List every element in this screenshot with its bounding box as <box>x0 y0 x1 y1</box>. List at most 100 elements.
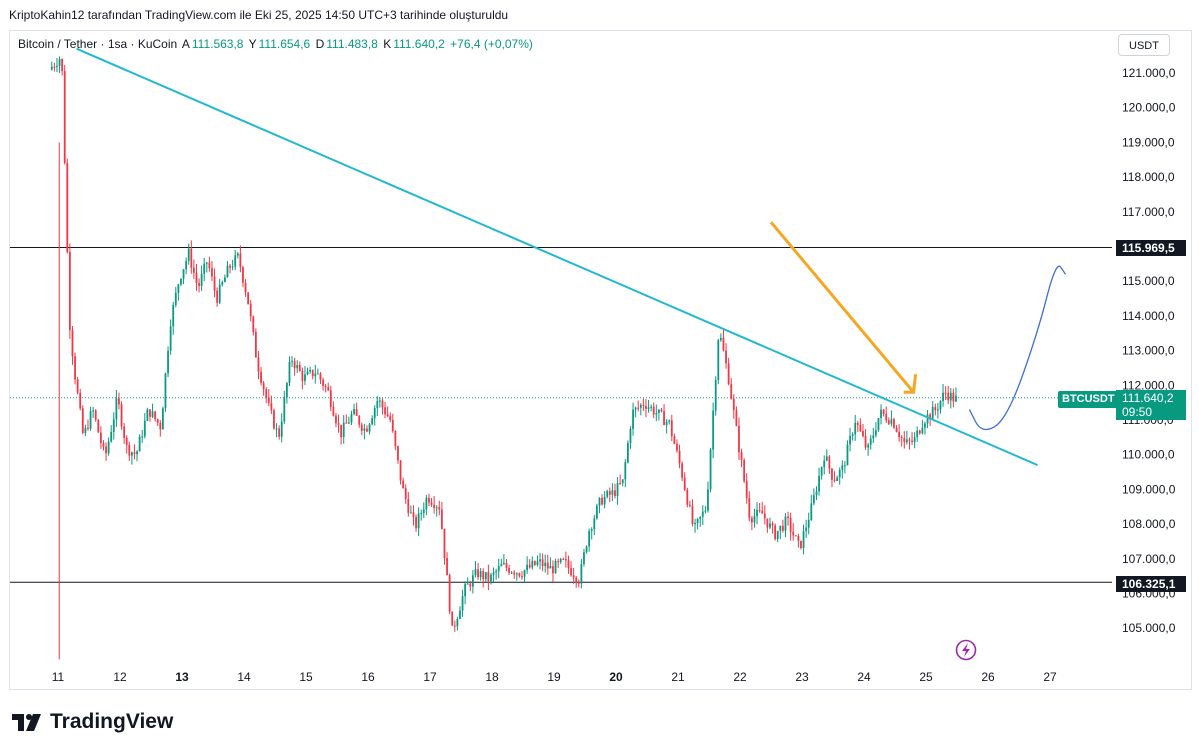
x-tick-label: 22 <box>733 670 747 684</box>
candle-body <box>805 527 808 532</box>
candle <box>921 419 924 435</box>
candle <box>249 299 252 322</box>
candle <box>843 460 846 474</box>
candle-body <box>74 356 76 380</box>
candle <box>709 447 712 493</box>
candle-body <box>601 497 603 505</box>
candle <box>944 386 947 401</box>
candle <box>794 535 797 537</box>
candle-body <box>195 272 198 283</box>
candle-body <box>102 443 105 447</box>
candle-body <box>459 610 461 619</box>
candle <box>738 417 740 461</box>
candle-body <box>629 428 632 444</box>
candle-body <box>226 265 229 278</box>
projection-curve[interactable] <box>968 265 1067 431</box>
candle <box>94 409 97 422</box>
candle-body <box>397 446 399 461</box>
candle <box>161 406 164 430</box>
candle-body <box>502 563 505 565</box>
candle <box>192 259 195 279</box>
candle-body <box>280 421 283 437</box>
candle <box>314 364 317 384</box>
candle-body <box>79 392 82 409</box>
candle-body <box>394 431 397 447</box>
candle-body <box>572 575 575 578</box>
candle-body <box>412 512 415 518</box>
candle <box>71 326 74 365</box>
candle-body <box>218 284 221 303</box>
candle <box>626 440 629 464</box>
candle <box>443 528 446 565</box>
candle-body <box>510 572 513 574</box>
y-tick-label: 110.000,0 <box>1122 448 1175 462</box>
candle <box>769 517 771 530</box>
candle <box>874 422 877 438</box>
candle <box>280 413 283 443</box>
candle-body <box>745 481 748 499</box>
candle <box>802 524 805 555</box>
candle-body <box>645 406 647 409</box>
candle <box>916 426 919 442</box>
candle <box>947 385 950 405</box>
candle-body <box>595 505 598 519</box>
candle-body <box>949 392 952 401</box>
x-tick-label: 11 <box>52 670 65 684</box>
candle-body <box>508 567 510 573</box>
candle-body <box>435 507 438 509</box>
candle-body <box>136 451 138 455</box>
tradingview-logo[interactable]: TradingView <box>12 710 173 734</box>
candle-body <box>926 414 929 424</box>
candle-body <box>115 398 118 420</box>
candle-body <box>244 282 247 293</box>
x-tick-label: 25 <box>919 670 933 684</box>
candle <box>564 551 567 568</box>
candle-body <box>890 419 893 424</box>
candle <box>417 507 420 537</box>
candle-body <box>536 561 539 565</box>
candle <box>552 560 554 583</box>
candle-body <box>893 419 895 428</box>
candle <box>355 402 358 417</box>
arrow-line[interactable] <box>769 221 915 394</box>
candle <box>138 434 141 452</box>
candle <box>536 555 539 567</box>
candle <box>673 433 676 445</box>
candle-body <box>650 406 653 408</box>
candle <box>800 540 802 550</box>
candle-body <box>567 560 570 568</box>
candle-body <box>887 420 890 424</box>
candle <box>430 497 433 507</box>
candle-body <box>146 409 149 421</box>
candle-body <box>670 420 673 437</box>
candle-body <box>309 369 312 372</box>
candle-body <box>590 529 593 531</box>
candle-body <box>792 531 795 536</box>
candle <box>270 395 273 415</box>
candle <box>471 570 474 594</box>
currency-selector[interactable]: USDT <box>1118 34 1170 56</box>
candle-body <box>446 558 448 576</box>
candle <box>942 384 944 407</box>
candle <box>841 460 844 479</box>
candle-body <box>389 416 392 421</box>
candle-body <box>61 59 64 72</box>
candle-body <box>187 248 190 261</box>
candle-body <box>185 260 188 270</box>
candle-body <box>831 468 833 480</box>
candle <box>936 403 939 419</box>
candle-body <box>84 427 87 433</box>
candle-body <box>487 572 490 582</box>
candle <box>182 269 185 285</box>
trend-line[interactable] <box>76 47 1038 467</box>
candle <box>696 517 699 530</box>
candle-body <box>818 475 820 492</box>
candle <box>557 558 560 568</box>
candle-body <box>492 572 495 575</box>
candle-body <box>358 415 361 425</box>
lightning-icon[interactable] <box>955 639 977 661</box>
candle <box>190 240 193 274</box>
candle-body <box>823 460 826 468</box>
candle-body <box>575 577 578 583</box>
